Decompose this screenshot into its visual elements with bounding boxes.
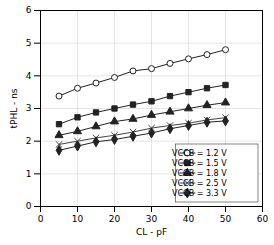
svg-text:3: 3 bbox=[26, 103, 32, 113]
svg-text:tPHL - ns: tPHL - ns bbox=[9, 88, 19, 128]
svg-text:VCCB = 1.8 V: VCCB = 1.8 V bbox=[172, 169, 227, 178]
svg-text:30: 30 bbox=[146, 214, 158, 224]
svg-text:VCCB = 1.2 V: VCCB = 1.2 V bbox=[172, 149, 227, 158]
svg-text:60: 60 bbox=[257, 214, 269, 224]
svg-text:0: 0 bbox=[38, 214, 44, 224]
svg-text:6: 6 bbox=[26, 5, 32, 15]
svg-text:2: 2 bbox=[26, 136, 32, 146]
svg-text:VCCB = 2.5 V: VCCB = 2.5 V bbox=[172, 179, 227, 188]
svg-text:CL - pF: CL - pF bbox=[136, 227, 167, 237]
svg-text:20: 20 bbox=[109, 214, 121, 224]
svg-text:4: 4 bbox=[26, 71, 32, 81]
svg-text:VCCB = 1.5 V: VCCB = 1.5 V bbox=[172, 159, 227, 168]
svg-text:10: 10 bbox=[72, 214, 84, 224]
svg-text:50: 50 bbox=[220, 214, 232, 224]
svg-text:5: 5 bbox=[26, 38, 32, 48]
svg-text:1: 1 bbox=[26, 169, 32, 179]
svg-text:0: 0 bbox=[26, 201, 32, 211]
svg-text:40: 40 bbox=[183, 214, 195, 224]
svg-text:VCCB = 3.3 V: VCCB = 3.3 V bbox=[172, 189, 227, 198]
